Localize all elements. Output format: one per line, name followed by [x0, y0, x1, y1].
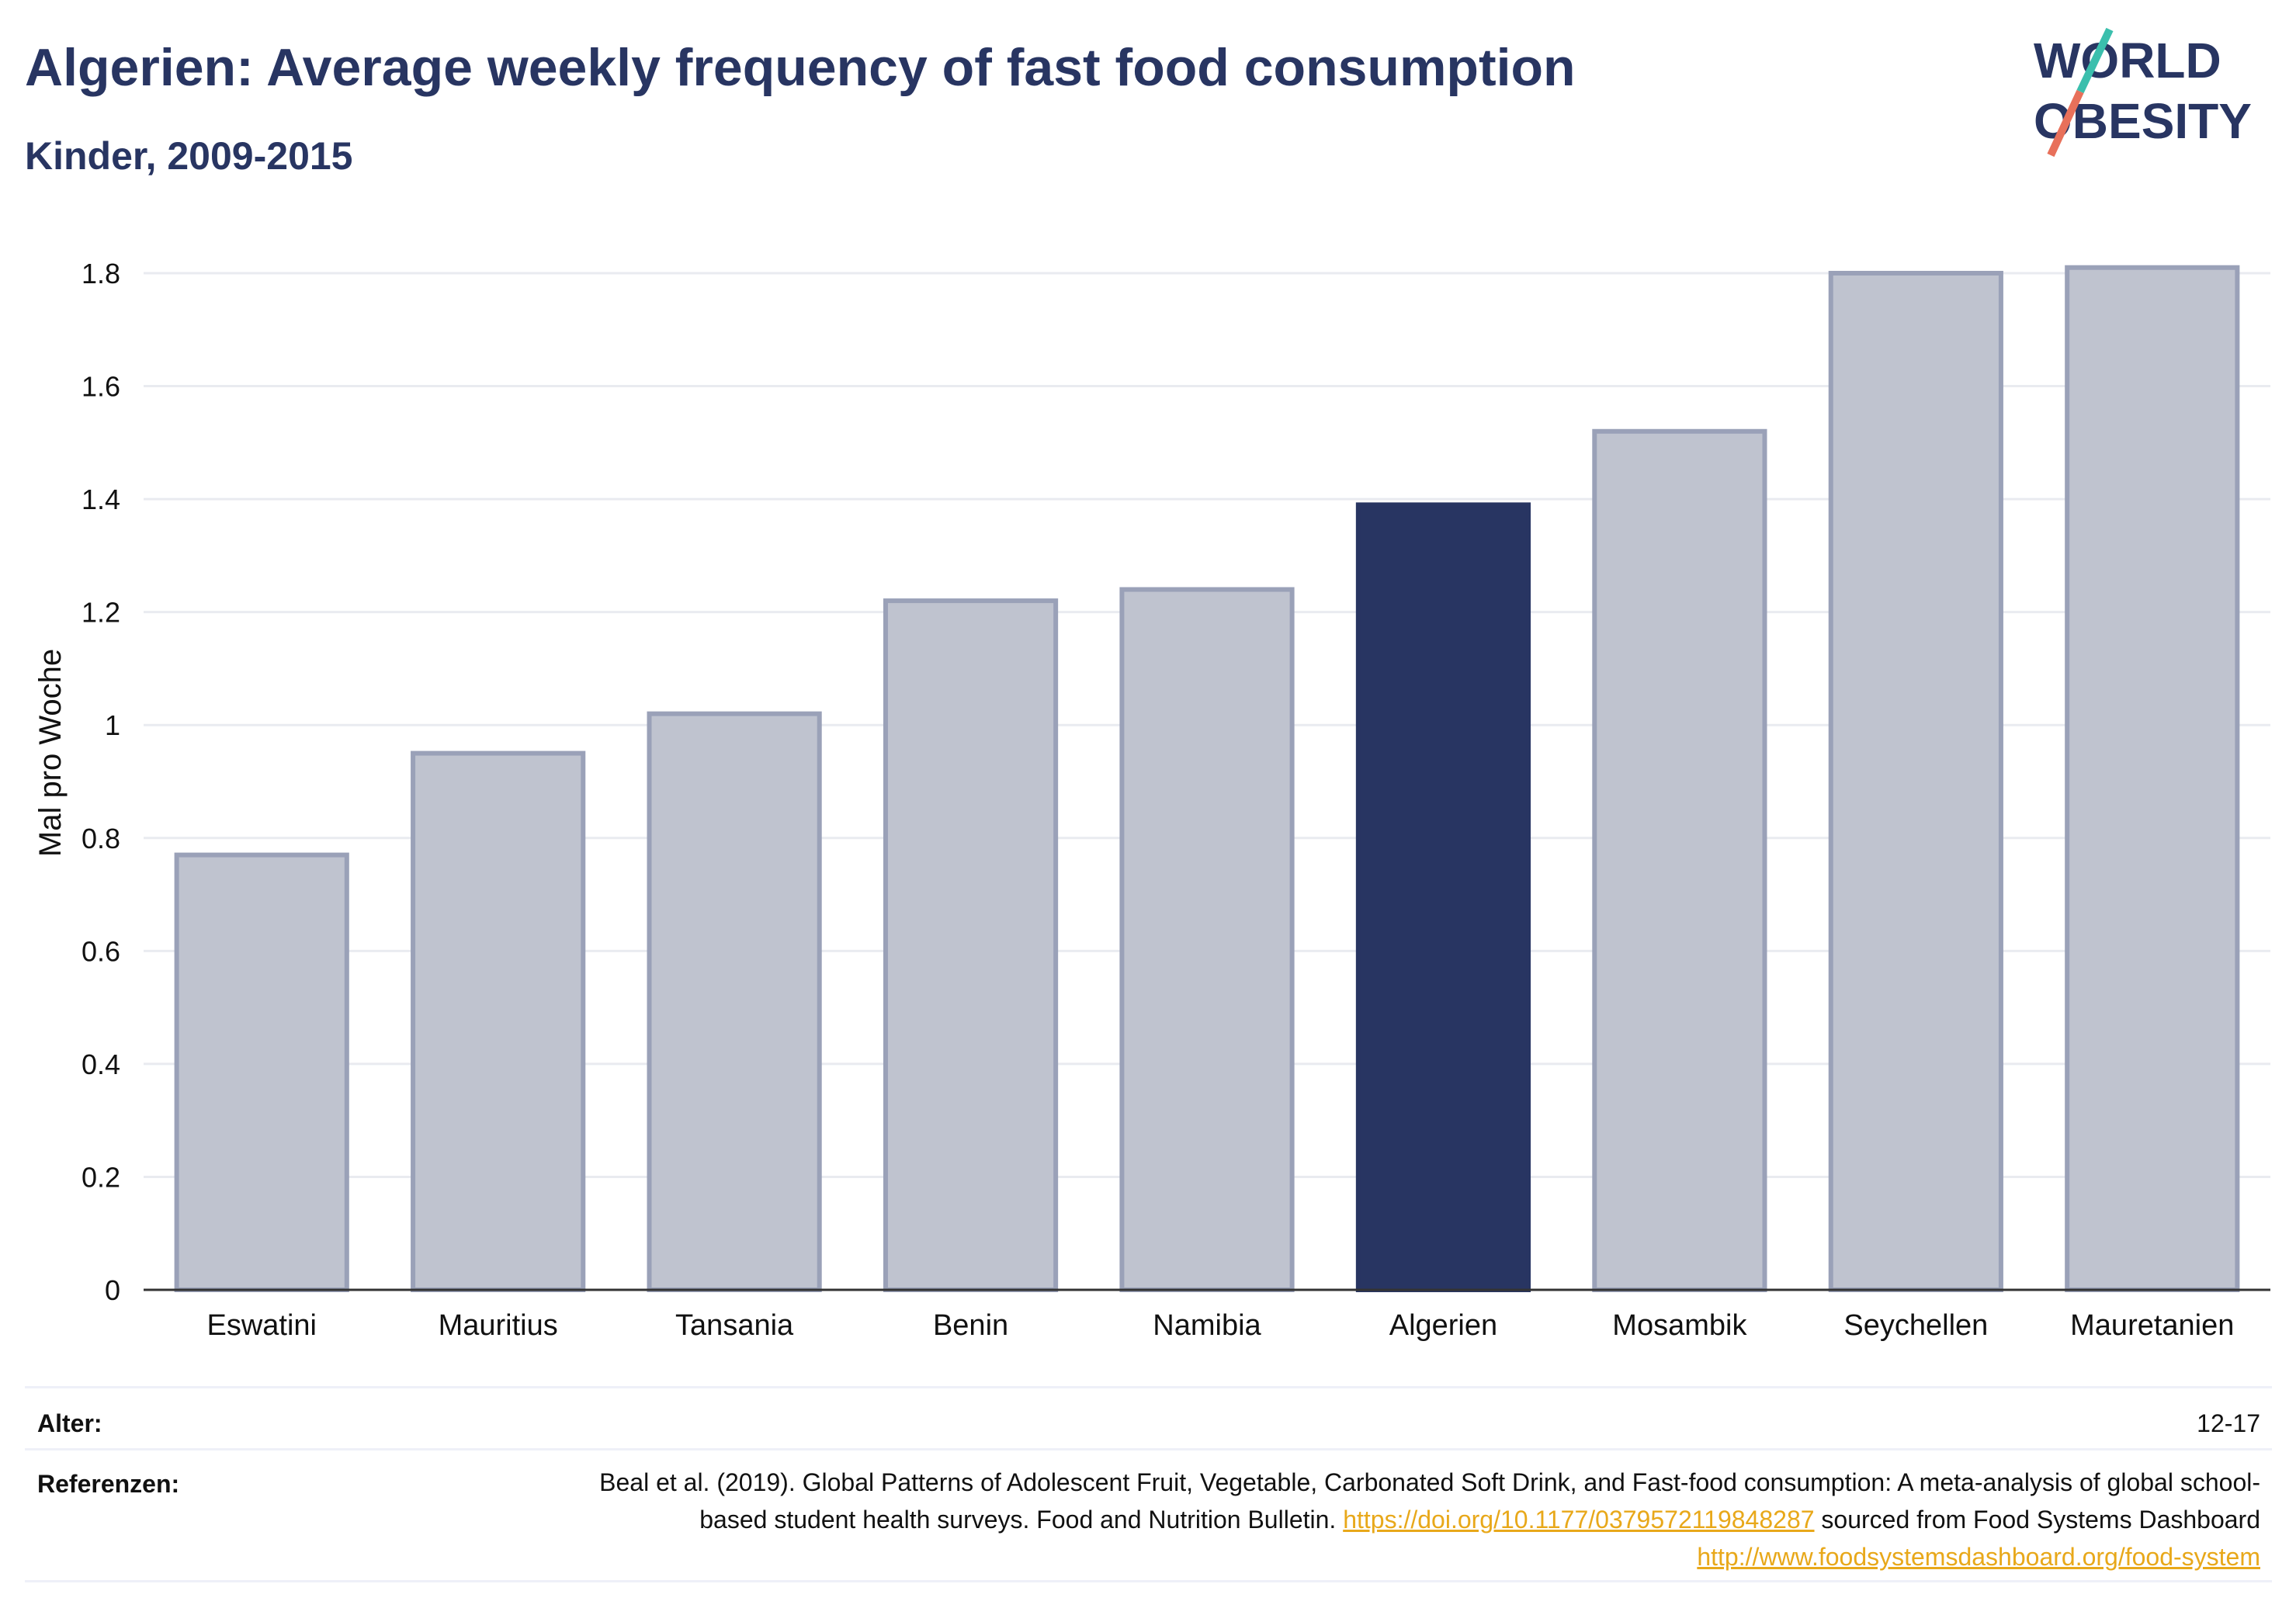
x-tick-label: Eswatini — [206, 1309, 317, 1342]
x-tick-label: Seychellen — [1843, 1309, 1988, 1342]
bars — [174, 265, 2240, 1293]
y-tick-label: 0.8 — [82, 823, 120, 854]
separator-middle — [25, 1448, 2272, 1450]
logo-line1: WORLD — [2034, 33, 2221, 88]
bar-seychellen[interactable] — [1828, 271, 2003, 1292]
bar-chart: 0 0.2 0.4 0.6 0.8 1 1.2 1.4 1.6 1.8 Eswatini Mauri… — [33, 258, 2270, 1342]
x-tick-label: Mauretanien — [2070, 1309, 2234, 1342]
y-axis-label: Mal pro Woche — [33, 649, 68, 857]
y-tick-label: 0.4 — [82, 1048, 120, 1080]
x-tick-label: Tansania — [675, 1309, 794, 1342]
separator-bottom — [25, 1580, 2272, 1582]
y-tick-label: 0.6 — [82, 935, 120, 967]
y-tick-label: 1.2 — [82, 597, 120, 629]
reference-citation: Beal et al. (2019). Global Patterns of A… — [599, 1468, 2260, 1534]
dashboard-link[interactable]: http://www.foodsystemsdashboard.org/food… — [1697, 1543, 2260, 1571]
y-tick-label: 1 — [105, 709, 120, 741]
age-value: 12-17 — [2197, 1409, 2260, 1437]
y-tick-label: 1.6 — [82, 371, 120, 403]
y-tick-labels: 0 0.2 0.4 0.6 0.8 1 1.2 1.4 1.6 1.8 — [82, 258, 120, 1306]
x-tick-label: Algerien — [1389, 1309, 1497, 1342]
bar-namibia[interactable] — [1119, 587, 1295, 1292]
logo-slash-coral — [2047, 89, 2084, 158]
y-tick-label: 0.2 — [82, 1161, 120, 1193]
y-tick-label: 1.8 — [82, 258, 120, 289]
bar-mauritius[interactable] — [411, 750, 586, 1292]
bar-benin[interactable] — [883, 598, 1059, 1292]
reference-source: sourced from Food Systems Dashboard — [1814, 1506, 2260, 1534]
doi-link[interactable]: https://doi.org/10.1177/0379572119848287 — [1343, 1506, 1815, 1534]
x-tick-labels: Eswatini Mauritius Tansania Benin Namibia Alg… — [206, 1309, 2234, 1342]
x-tick-label: Namibia — [1153, 1309, 1261, 1342]
chart-subtitle: Kinder, 2009-2015 — [25, 134, 353, 178]
age-label: Alter: — [37, 1409, 102, 1437]
bar-tansania[interactable] — [647, 711, 822, 1292]
x-tick-label: Benin — [933, 1309, 1008, 1342]
bar-eswatini[interactable] — [174, 852, 349, 1292]
bar-algerien[interactable] — [1355, 502, 1531, 1292]
separator-top — [25, 1386, 2272, 1388]
x-tick-label: Mauritius — [439, 1309, 558, 1342]
references-label: Referenzen: — [37, 1470, 180, 1498]
logo-slash-teal — [2076, 27, 2114, 94]
references-text: Beal et al. (2019). Global Patterns of A… — [591, 1464, 2260, 1575]
y-tick-label: 0 — [105, 1274, 120, 1306]
bar-mosambik[interactable] — [1592, 428, 1767, 1292]
y-tick-label: 1.4 — [82, 483, 120, 515]
bar-mauretanien[interactable] — [2065, 265, 2240, 1293]
chart-title: Algerien: Average weekly frequency of fa… — [25, 38, 1576, 97]
world-obesity-logo: WORLD OBESITY — [2034, 27, 2252, 158]
x-tick-label: Mosambik — [1612, 1309, 1747, 1342]
